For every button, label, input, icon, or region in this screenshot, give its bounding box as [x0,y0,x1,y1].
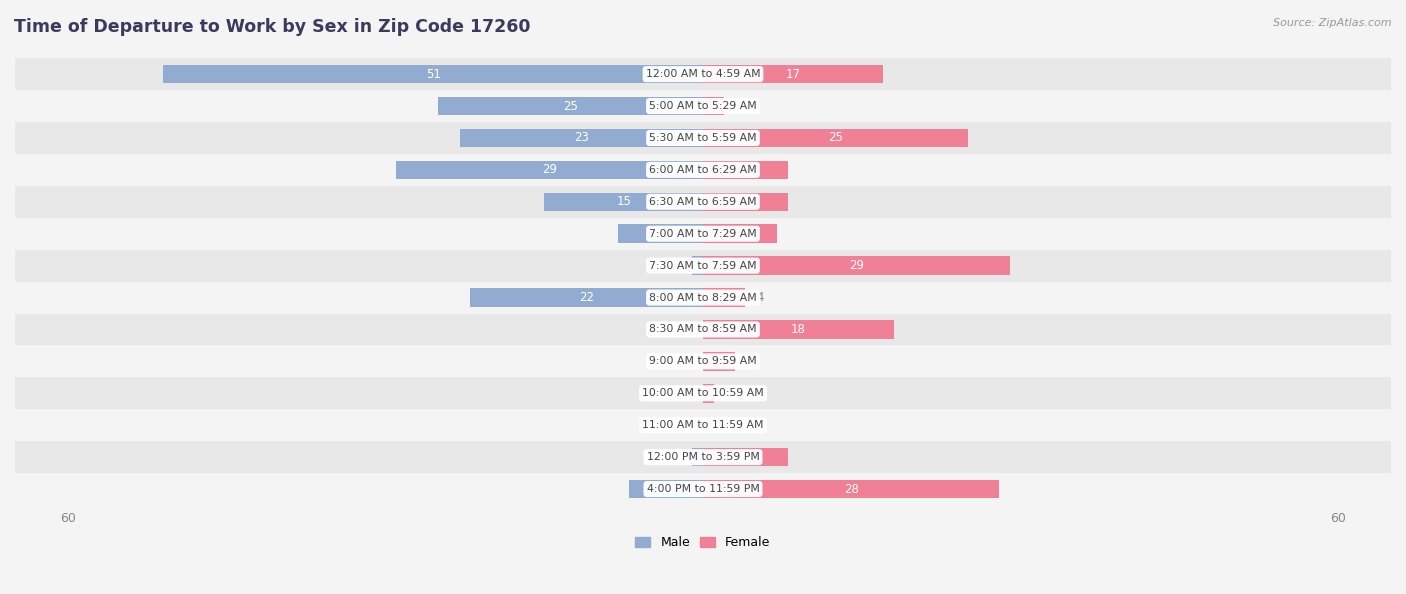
Bar [0,409,1406,441]
Text: 51: 51 [426,68,440,81]
Bar [0,218,1406,249]
Text: 1: 1 [724,387,731,400]
Bar [692,448,703,466]
Bar [703,160,787,179]
Text: 15: 15 [616,195,631,208]
Text: Time of Departure to Work by Sex in Zip Code 17260: Time of Departure to Work by Sex in Zip … [14,18,530,36]
Text: 0: 0 [685,387,692,400]
Text: 12:00 PM to 3:59 PM: 12:00 PM to 3:59 PM [647,452,759,462]
Text: 2: 2 [735,100,742,112]
Text: 0: 0 [685,419,692,432]
Bar [703,192,787,211]
Bar [703,384,714,403]
Text: 5:00 AM to 5:29 AM: 5:00 AM to 5:29 AM [650,101,756,111]
Bar [163,65,703,83]
Bar [703,225,778,243]
Bar [703,448,787,466]
Text: 8: 8 [741,163,749,176]
Text: 4:00 PM to 11:59 PM: 4:00 PM to 11:59 PM [647,484,759,494]
Legend: Male, Female: Male, Female [630,532,776,554]
Bar [0,122,1406,154]
Text: 8:00 AM to 8:29 AM: 8:00 AM to 8:29 AM [650,293,756,302]
Bar [396,160,703,179]
Bar [703,65,883,83]
Text: 8:30 AM to 8:59 AM: 8:30 AM to 8:59 AM [650,324,756,334]
Text: 5:30 AM to 5:59 AM: 5:30 AM to 5:59 AM [650,133,756,143]
Bar [0,346,1406,377]
Text: 10:00 AM to 10:59 AM: 10:00 AM to 10:59 AM [643,388,763,399]
Text: 11:00 AM to 11:59 AM: 11:00 AM to 11:59 AM [643,420,763,430]
Bar [703,97,724,115]
Bar [0,90,1406,122]
Bar [692,257,703,275]
Bar [703,480,1000,498]
Bar [703,320,894,339]
Text: 25: 25 [564,100,578,112]
Text: 18: 18 [790,323,806,336]
Text: 29: 29 [849,259,863,272]
Bar [0,154,1406,186]
Text: 0: 0 [685,355,692,368]
Text: 3: 3 [745,355,752,368]
Bar [628,480,703,498]
Bar [703,352,735,371]
Bar [0,473,1406,505]
Text: 29: 29 [543,163,557,176]
Bar [0,282,1406,314]
Bar [439,97,703,115]
Bar [0,314,1406,346]
Text: 0: 0 [685,323,692,336]
Bar [0,186,1406,218]
Text: 25: 25 [828,131,842,144]
Bar [544,192,703,211]
Bar [703,129,967,147]
Text: 8: 8 [657,228,665,240]
Text: 22: 22 [579,291,595,304]
Bar [703,288,745,307]
Text: 6:30 AM to 6:59 AM: 6:30 AM to 6:59 AM [650,197,756,207]
Text: 8: 8 [741,195,749,208]
Text: Source: ZipAtlas.com: Source: ZipAtlas.com [1274,18,1392,28]
Text: 9:00 AM to 9:59 AM: 9:00 AM to 9:59 AM [650,356,756,366]
Text: 7:30 AM to 7:59 AM: 7:30 AM to 7:59 AM [650,261,756,271]
Text: 23: 23 [574,131,589,144]
Bar [619,225,703,243]
Bar [470,288,703,307]
Bar [0,377,1406,409]
Text: 12:00 AM to 4:59 AM: 12:00 AM to 4:59 AM [645,69,761,79]
Bar [0,249,1406,282]
Text: 28: 28 [844,482,859,495]
Bar [460,129,703,147]
Text: 0: 0 [714,419,721,432]
Text: 4: 4 [756,291,763,304]
Text: 7: 7 [737,228,744,240]
Text: 1: 1 [675,259,682,272]
Text: 7:00 AM to 7:29 AM: 7:00 AM to 7:29 AM [650,229,756,239]
Text: 8: 8 [741,451,749,464]
Bar [0,441,1406,473]
Text: 6:00 AM to 6:29 AM: 6:00 AM to 6:29 AM [650,165,756,175]
Bar [703,257,1010,275]
Text: 7: 7 [662,482,669,495]
Bar [0,58,1406,90]
Text: 17: 17 [786,68,800,81]
Text: 1: 1 [675,451,682,464]
